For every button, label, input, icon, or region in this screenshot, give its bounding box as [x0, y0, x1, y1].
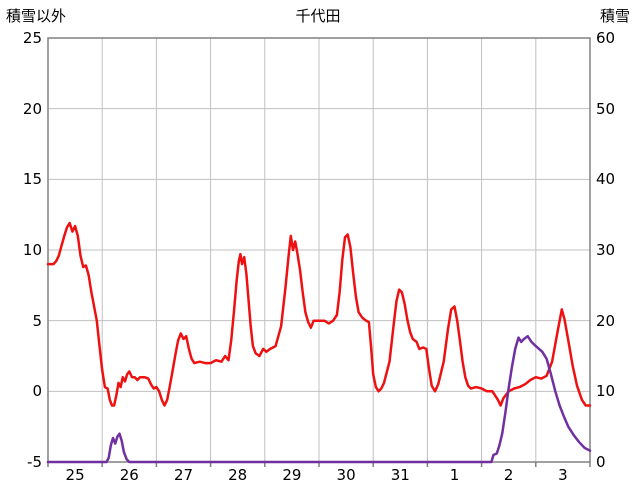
- right-axis-tick-label: 50: [596, 99, 616, 118]
- left-axis-title: 積雪以外: [6, 7, 67, 25]
- series-line-snow: [46, 334, 592, 464]
- chart-title: 千代田: [295, 7, 341, 25]
- left-axis-tick-label: 20: [22, 99, 42, 118]
- right-axis-title: 積雪: [599, 7, 630, 25]
- x-axis-tick-label: 1: [449, 466, 460, 484]
- series-line-temperature: [46, 221, 592, 407]
- x-axis-tick-label: 28: [228, 466, 248, 484]
- right-axis-tick-label: 10: [596, 382, 616, 401]
- left-axis-tick-label: -5: [27, 453, 42, 471]
- right-axis-tick-label: 30: [596, 241, 616, 259]
- left-axis-tick-label: 15: [22, 170, 42, 189]
- x-axis-tick-label: 31: [390, 466, 410, 484]
- right-axis-tick-label: 60: [596, 29, 616, 47]
- left-axis-tick-label: 5: [32, 311, 42, 330]
- right-axis-tick-label: 40: [596, 170, 616, 189]
- x-axis-tick-label: 26: [119, 466, 139, 484]
- left-axis-tick-label: 10: [22, 241, 42, 259]
- x-axis-tick-label: 25: [65, 466, 85, 484]
- x-axis-tick-label: 3: [558, 466, 568, 484]
- left-axis-tick-label: 25: [22, 29, 42, 47]
- x-axis-tick-label: 29: [282, 466, 302, 484]
- x-axis-tick-label: 30: [336, 466, 356, 484]
- x-axis-tick-label: 27: [173, 466, 194, 484]
- left-axis-tick-label: 0: [32, 382, 42, 401]
- right-axis-tick-label: 0: [596, 453, 606, 471]
- right-axis-tick-label: 20: [596, 311, 616, 330]
- x-axis-tick-label: 2: [503, 466, 514, 484]
